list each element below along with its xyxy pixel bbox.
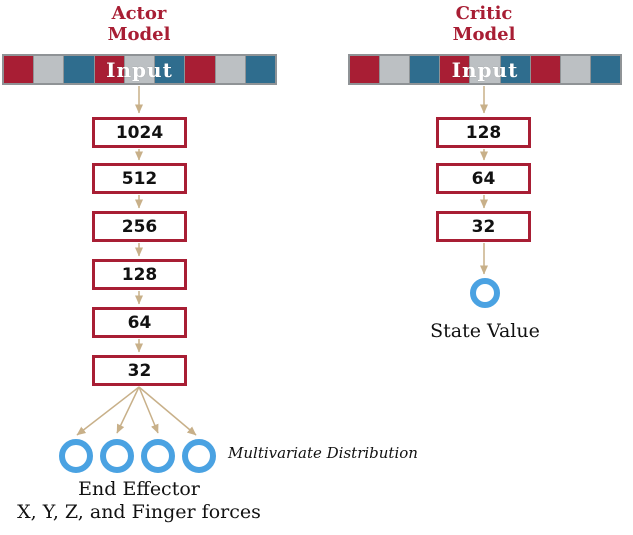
arrow-to-output-circle	[138, 386, 197, 436]
actor-output-fan-arrows	[76, 386, 197, 436]
input-segment-crimson	[93, 56, 124, 83]
input-segment-teal	[154, 56, 185, 83]
input-segment-crimson	[350, 56, 380, 83]
critic-layer-box-32: 32	[436, 211, 531, 242]
input-segment-crimson	[184, 56, 215, 83]
critic-output-circle	[470, 278, 500, 308]
critic-layer-box-64: 64	[436, 163, 531, 194]
actor-output-caption-line2: X, Y, Z, and Finger forces	[17, 501, 261, 523]
input-segment-crimson	[529, 56, 560, 83]
actor-output-caption-line1: End Effector	[78, 478, 200, 500]
input-segment-gray	[559, 56, 590, 83]
critic-layer-box-128: 128	[436, 117, 531, 148]
input-segment-teal	[63, 56, 94, 83]
actor-layer-box-32: 32	[92, 355, 187, 386]
multivariate-distribution-label: Multivariate Distribution	[228, 444, 418, 462]
input-segment-gray	[214, 56, 245, 83]
input-segment-teal	[499, 56, 530, 83]
actor-layer-box-256: 256	[92, 211, 187, 242]
input-segment-teal	[409, 56, 440, 83]
actor-output-circle	[182, 439, 216, 473]
input-segment-gray	[379, 56, 410, 83]
input-segment-gray	[123, 56, 155, 83]
critic-model-title: Critic Model	[452, 3, 516, 45]
actor-output-circle	[100, 439, 134, 473]
input-segment-gray	[469, 56, 500, 83]
actor-input-label: Input	[106, 57, 173, 82]
input-segment-teal	[244, 56, 275, 83]
state-value-label: State Value	[430, 320, 540, 342]
actor-output-circle	[141, 439, 175, 473]
actor-output-circle	[59, 439, 93, 473]
input-segment-teal	[589, 56, 620, 83]
input-segment-crimson	[439, 56, 470, 83]
actor-layer-box-512: 512	[92, 163, 187, 194]
arrow-to-output-circle	[76, 386, 140, 436]
actor-input-bar: Input	[2, 54, 277, 85]
input-segment-gray	[33, 56, 64, 83]
arrow-to-output-circle	[116, 386, 140, 434]
actor-layer-box-1024: 1024	[92, 117, 187, 148]
arrow-to-output-circle	[138, 386, 159, 434]
critic-input-bar: Input	[348, 54, 622, 85]
input-segment-crimson	[4, 56, 34, 83]
actor-layer-box-64: 64	[92, 307, 187, 338]
critic-input-label: Input	[451, 57, 519, 82]
actor-layer-box-128: 128	[92, 259, 187, 290]
actor-model-title: Actor Model	[107, 3, 171, 45]
